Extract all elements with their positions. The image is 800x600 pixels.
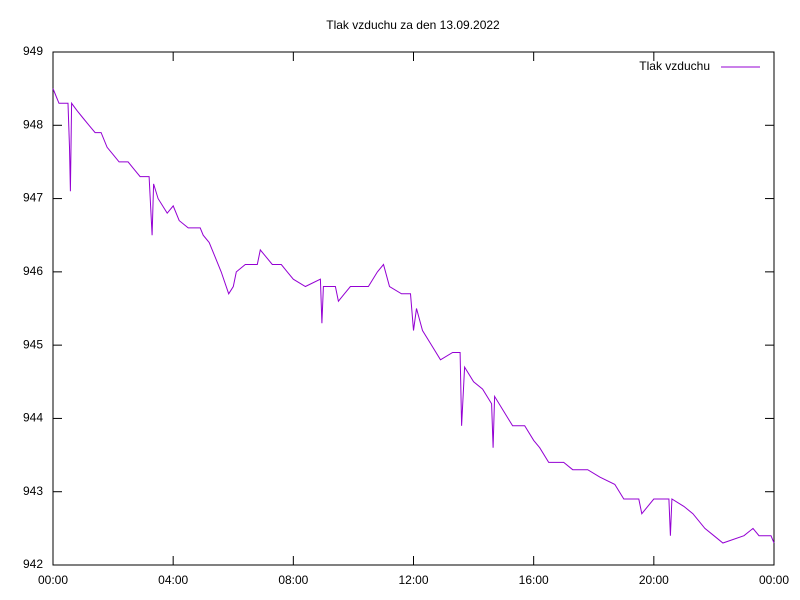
- x-tick-label: 00:00: [759, 573, 789, 587]
- y-tick-label: 944: [23, 411, 43, 425]
- chart-title: Tlak vzduchu za den 13.09.2022: [326, 18, 500, 32]
- x-tick-label: 00:00: [38, 573, 68, 587]
- y-tick-label: 945: [23, 337, 43, 351]
- x-tick-label: 20:00: [639, 573, 669, 587]
- y-tick-label: 946: [23, 264, 43, 278]
- y-tick-label: 942: [23, 557, 43, 571]
- y-tick-label: 948: [23, 117, 43, 131]
- x-tick-label: 04:00: [158, 573, 188, 587]
- y-tick-label: 943: [23, 484, 43, 498]
- x-tick-label: 08:00: [278, 573, 308, 587]
- y-tick-label: 949: [23, 44, 43, 58]
- x-tick-label: 16:00: [519, 573, 549, 587]
- y-tick-label: 947: [23, 191, 43, 205]
- data-line: [52, 88, 775, 544]
- x-tick-label: 12:00: [398, 573, 428, 587]
- legend-label: Tlak vzduchu: [639, 59, 710, 73]
